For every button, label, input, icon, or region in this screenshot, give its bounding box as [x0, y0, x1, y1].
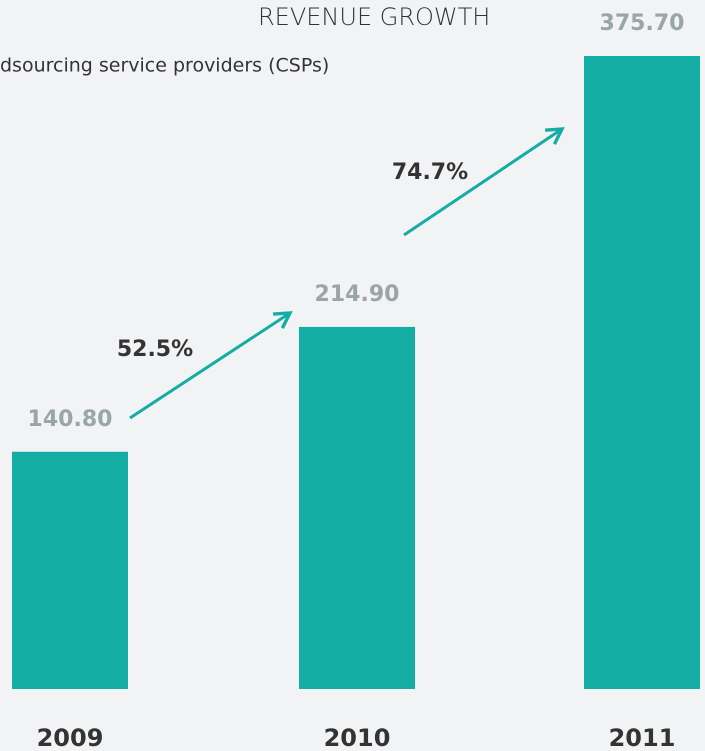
- bar: [12, 451, 128, 689]
- value-label: 375.70: [600, 11, 685, 36]
- growth-arrow: [403, 127, 565, 237]
- value-label: 140.80: [28, 407, 113, 432]
- bar: [584, 56, 700, 689]
- growth-arrow: [129, 311, 293, 420]
- x-tick-label: 2010: [324, 724, 391, 751]
- chart-title: REVENUE GROWTH: [258, 3, 490, 31]
- growth-label: 74.7%: [392, 160, 468, 185]
- bar: [299, 326, 415, 689]
- value-label: 214.90: [315, 282, 400, 307]
- x-tick-label: 2011: [609, 724, 676, 751]
- chart-subtitle: dsourcing service providers (CSPs): [0, 55, 329, 77]
- growth-label: 52.5%: [117, 337, 193, 362]
- x-tick-label: 2009: [37, 724, 104, 751]
